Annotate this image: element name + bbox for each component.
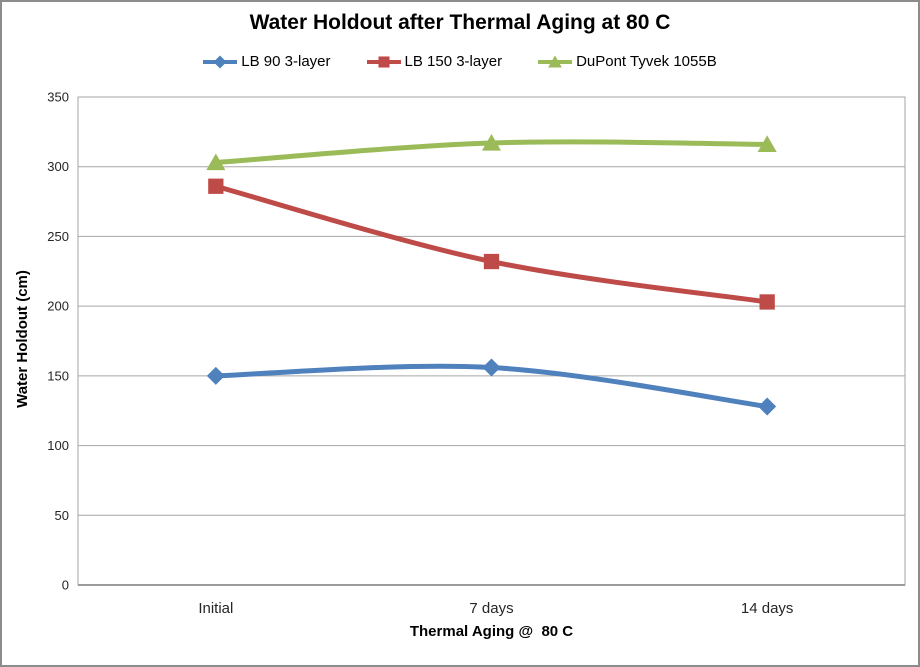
legend: LB 90 3-layer LB 150 3-layer DuPont Tyvek … [2,53,918,70]
x-axis-title: Thermal Aging @ 80 C [409,623,574,640]
legend-triangle-marker-icon [538,55,573,67]
svg-text:150: 150 [47,368,69,383]
legend-item: LB 150 3-layer [366,53,503,70]
svg-text:50: 50 [55,508,69,523]
svg-text:Initial: Initial [198,600,233,617]
svg-text:300: 300 [47,159,69,174]
svg-text:350: 350 [47,90,69,105]
svg-text:250: 250 [47,229,69,244]
svg-text:100: 100 [47,438,69,453]
svg-text:200: 200 [47,299,69,314]
legend-item: DuPont Tyvek 1055B [538,53,717,70]
svg-text:7 days: 7 days [469,600,513,617]
legend-label: LB 150 3-layer [404,53,503,70]
legend-diamond-marker-icon [203,55,238,68]
legend-item: LB 90 3-layer [203,53,331,70]
y-axis-title: Water Holdout (cm) [14,270,31,408]
legend-label: DuPont Tyvek 1055B [576,53,717,70]
legend-label: LB 90 3-layer [241,53,331,70]
legend-square-marker-icon [366,55,401,68]
svg-text:14 days: 14 days [741,600,794,617]
svg-text:0: 0 [62,578,69,593]
chart-title: Water Holdout after Thermal Aging at 80 … [249,11,671,34]
